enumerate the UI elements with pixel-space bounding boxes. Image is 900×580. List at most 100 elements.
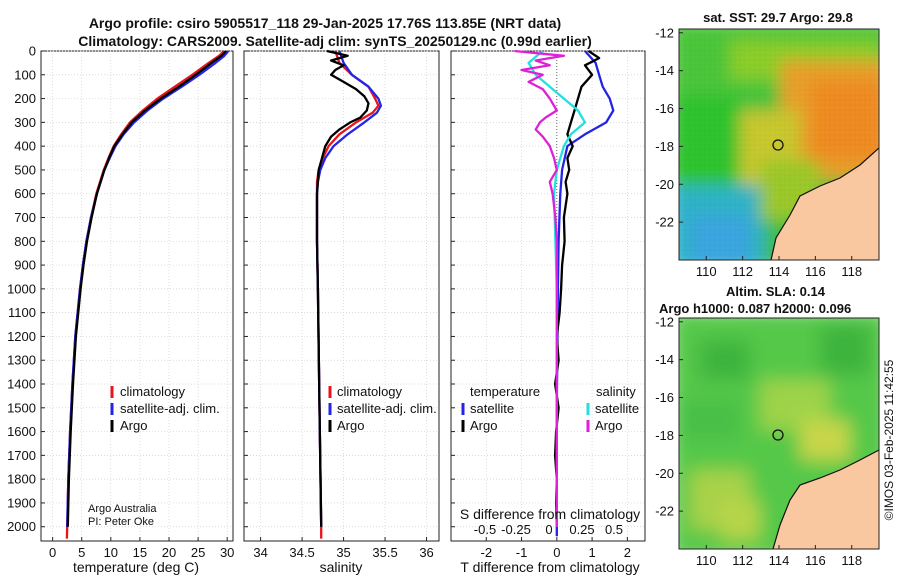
map-x-tick-label: 114 bbox=[769, 553, 790, 568]
t-difference-axis-label: T difference from climatology bbox=[460, 559, 639, 575]
y-tick-label: 1300 bbox=[7, 353, 36, 368]
y-tick-label: 900 bbox=[14, 258, 36, 273]
y-tick-label: 800 bbox=[14, 234, 36, 249]
y-tick-label: 100 bbox=[14, 67, 36, 82]
salinity-difference-ticks: -0.5 -0.25 0 0.25 0.5 bbox=[474, 522, 623, 537]
map-y-tick-label: -18 bbox=[655, 428, 674, 443]
x-tick-label: 35 bbox=[336, 545, 350, 560]
legend-satellite-label: satellite-adj. clim. bbox=[120, 401, 220, 416]
x-tick-label: 10 bbox=[104, 545, 118, 560]
series-line-satellite-adj-clim- bbox=[66, 50, 230, 527]
map-x-tick-label: 112 bbox=[732, 264, 753, 279]
map-x-tick-label: 118 bbox=[841, 553, 862, 568]
map-x-tick-label: 110 bbox=[696, 264, 717, 279]
map-x-tick-label: 118 bbox=[841, 264, 862, 279]
sst-map bbox=[679, 29, 879, 260]
difference-legend: temperature satellite Argo salinity sate… bbox=[461, 384, 639, 433]
map-y-tick-label: -14 bbox=[655, 63, 674, 78]
figure-title-line2: Climatology: CARS2009. Satellite-adj cli… bbox=[78, 33, 592, 49]
x-tick-label: 34 bbox=[253, 545, 267, 560]
x-tick-label: 34.5 bbox=[289, 545, 314, 560]
salinity-legend: climatology satellite-adj. clim. Argo bbox=[328, 384, 437, 433]
series-line-argo bbox=[315, 49, 370, 527]
x-tick-label: 20 bbox=[162, 545, 176, 560]
map-y-tick-label: -12 bbox=[655, 25, 674, 40]
x-tick-label: -2 bbox=[480, 545, 492, 560]
y-tick-label: 1100 bbox=[8, 305, 36, 320]
x-tick-label: 1 bbox=[588, 545, 595, 560]
sla-map-title-line2: Argo h1000: 0.087 h2000: 0.096 bbox=[659, 301, 851, 316]
x-tick-label: 25 bbox=[191, 545, 205, 560]
s-tick-label: 0 bbox=[545, 522, 552, 537]
figure-title-line1: Argo profile: csiro 5905517_118 29-Jan-2… bbox=[89, 15, 561, 31]
difference-panel bbox=[450, 50, 646, 542]
map-y-tick-label: -12 bbox=[655, 314, 674, 329]
y-tick-label: 1600 bbox=[7, 424, 36, 439]
map-y-tick-label: -16 bbox=[655, 390, 674, 405]
y-tick-label: 1700 bbox=[7, 448, 36, 463]
watermark: ©IMOS 03-Feb-2025 11:42:55 bbox=[882, 359, 896, 520]
x-tick-label: 15 bbox=[133, 545, 147, 560]
temperature-legend: climatology satellite-adj. clim. Argo bbox=[110, 384, 220, 433]
y-tick-label: 1000 bbox=[7, 281, 36, 296]
credit-org: Argo Australia bbox=[88, 503, 157, 515]
y-tick-label: 1200 bbox=[7, 329, 36, 344]
diff-legend-salinity-title: salinity bbox=[596, 384, 636, 399]
map-y-tick-label: -22 bbox=[655, 504, 674, 519]
credit-pi: PI: Peter Oke bbox=[88, 516, 154, 528]
x-tick-label: -1 bbox=[516, 545, 528, 560]
x-tick-label: 30 bbox=[220, 545, 234, 560]
sla-coastline bbox=[772, 449, 879, 549]
diff-legend-s-satellite-label: satellite bbox=[595, 401, 639, 416]
x-tick-label: 2 bbox=[624, 545, 631, 560]
map-y-tick-label: -18 bbox=[655, 139, 674, 154]
y-tick-label: 2000 bbox=[7, 519, 36, 534]
temperature-axis-label: temperature (deg C) bbox=[73, 559, 199, 575]
y-tick-label: 1400 bbox=[7, 377, 36, 392]
y-tick-label: 700 bbox=[14, 210, 36, 225]
x-tick-label: 0 bbox=[49, 545, 56, 560]
series-line-salinity-argo bbox=[514, 49, 566, 527]
sal-legend-argo-label: Argo bbox=[337, 418, 364, 433]
y-tick-label: 1800 bbox=[7, 472, 36, 487]
series-line-argo bbox=[66, 50, 227, 527]
sst-map-axes: 110 112 114 116 118 -12 -14 -16 -18 -20 -22 bbox=[655, 25, 862, 279]
salinity-panel bbox=[243, 50, 440, 542]
s-tick-label: 0.25 bbox=[569, 522, 594, 537]
s-difference-axis-label: S difference from climatology bbox=[460, 506, 640, 522]
sst-coastline bbox=[770, 147, 879, 260]
diff-legend-temperature-title: temperature bbox=[470, 384, 540, 399]
salinity-plot: 34 34.5 35 35.5 36 bbox=[244, 49, 439, 560]
y-tick-label: 0 bbox=[29, 44, 36, 59]
y-tick-label: 1900 bbox=[7, 495, 36, 510]
sla-argo-marker bbox=[772, 429, 784, 441]
y-tick-label: 500 bbox=[14, 162, 36, 177]
y-tick-label: 600 bbox=[14, 186, 36, 201]
x-tick-label: 35.5 bbox=[372, 545, 397, 560]
sla-map bbox=[679, 318, 879, 549]
legend-argo-label: Argo bbox=[120, 418, 147, 433]
sla-map-axes: 110 112 114 116 118 -12 -14 -16 -18 -20 -22 bbox=[655, 314, 862, 568]
sal-legend-climatology-label: climatology bbox=[337, 384, 403, 399]
temperature-plot: 0 5 10 15 20 25 300100200300400500600700800900… bbox=[7, 44, 234, 561]
y-tick-label: 400 bbox=[14, 139, 36, 154]
x-tick-label: 5 bbox=[78, 545, 85, 560]
sla-land bbox=[773, 450, 879, 549]
map-x-tick-label: 116 bbox=[805, 264, 826, 279]
map-x-tick-label: 112 bbox=[732, 553, 753, 568]
diff-legend-t-satellite-label: satellite bbox=[470, 401, 514, 416]
diff-legend-t-argo-label: Argo bbox=[470, 418, 497, 433]
legend-climatology-label: climatology bbox=[120, 384, 186, 399]
y-tick-label: 200 bbox=[14, 91, 36, 106]
sst-land bbox=[771, 148, 879, 260]
map-y-tick-label: -14 bbox=[655, 352, 674, 367]
sst-argo-marker bbox=[772, 139, 784, 151]
salinity-axis-label: salinity bbox=[320, 559, 363, 575]
x-tick-label: 0 bbox=[553, 545, 560, 560]
diff-legend-s-argo-label: Argo bbox=[595, 418, 622, 433]
map-x-tick-label: 110 bbox=[696, 553, 717, 568]
sla-map-title-line1: Altim. SLA: 0.14 bbox=[726, 284, 826, 299]
x-tick-label: 36 bbox=[419, 545, 433, 560]
y-tick-label: 1500 bbox=[7, 400, 36, 415]
